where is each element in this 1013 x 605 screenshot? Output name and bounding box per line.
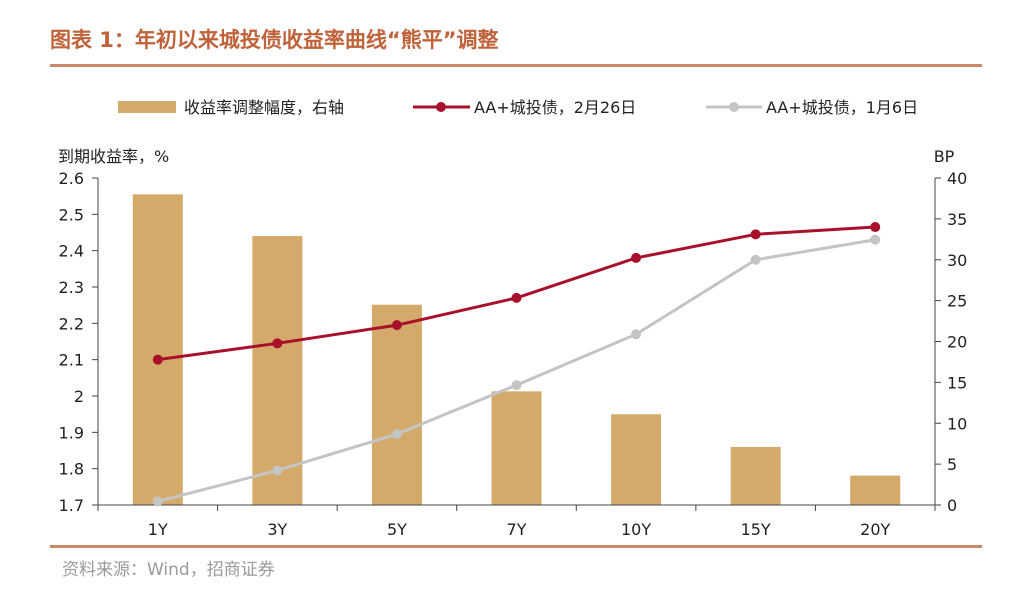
chart-title: 图表 1：年初以来城投债收益率曲线“熊平”调整 <box>50 28 499 52</box>
y-right-tick-label: 40 <box>947 169 967 188</box>
line-jan6-point-15Y <box>750 254 761 265</box>
legend-label-line-a: AA+城投债，2月26日 <box>474 98 636 117</box>
y-left-tick-label: 2.1 <box>59 351 84 370</box>
x-tick-label: 7Y <box>507 520 527 539</box>
y-left-axis-title: 到期收益率，% <box>58 147 169 166</box>
bar-1Y <box>132 194 183 505</box>
y-right-tick-label: 10 <box>947 414 967 433</box>
y-left-tick-label: 2.2 <box>59 314 84 333</box>
y-left-tick-label: 2.5 <box>59 205 84 224</box>
line-feb26-point-20Y <box>870 222 881 233</box>
title-divider <box>50 64 982 67</box>
y-right-tick-label: 35 <box>947 210 967 229</box>
line-feb26-point-15Y <box>750 229 761 240</box>
bar-5Y <box>371 304 422 505</box>
line-feb26-point-7Y <box>511 292 522 303</box>
line-jan6-point-20Y <box>870 234 881 245</box>
y-right-tick-label: 5 <box>947 455 957 474</box>
line-jan6-point-5Y <box>391 429 402 440</box>
line-feb26-point-3Y <box>272 338 283 349</box>
legend-swatch-bar <box>118 101 176 113</box>
line-jan6-point-7Y <box>511 380 522 391</box>
y-right-tick-label: 15 <box>947 373 967 392</box>
y-left-tick-label: 2.4 <box>59 242 84 261</box>
x-tick-label: 1Y <box>148 520 168 539</box>
bar-15Y <box>730 446 781 505</box>
legend-label-bar: 收益率调整幅度，右轴 <box>184 98 344 117</box>
line-feb26-point-5Y <box>391 320 402 331</box>
line-feb26-point-1Y <box>152 354 163 365</box>
bar-7Y <box>491 391 542 505</box>
y-left-tick-label: 2.3 <box>59 278 84 297</box>
bar-10Y <box>611 414 662 505</box>
y-right-axis-title: BP <box>934 147 955 166</box>
line-jan6-point-1Y <box>152 496 163 507</box>
source-divider <box>50 545 982 548</box>
y-right-tick-label: 30 <box>947 251 967 270</box>
legend-marker-line-a <box>436 102 446 112</box>
line-jan6-point-3Y <box>272 465 283 476</box>
bar-20Y <box>850 475 901 505</box>
y-left-tick-label: 1.9 <box>59 423 84 442</box>
line-feb26-point-10Y <box>631 252 642 263</box>
y-right-tick-label: 20 <box>947 333 967 352</box>
y-left-tick-label: 1.8 <box>59 460 84 479</box>
legend-label-line-b: AA+城投债，1月6日 <box>766 98 918 117</box>
x-tick-label: 3Y <box>267 520 287 539</box>
y-left-tick-label: 1.7 <box>59 496 84 515</box>
x-tick-label: 10Y <box>621 520 651 539</box>
y-left-tick-label: 2 <box>74 387 84 406</box>
x-tick-label: 20Y <box>860 520 890 539</box>
y-right-tick-label: 0 <box>947 496 957 515</box>
x-tick-label: 15Y <box>741 520 771 539</box>
y-right-tick-label: 25 <box>947 292 967 311</box>
source-note: 资料来源：Wind，招商证券 <box>62 560 275 580</box>
legend: 收益率调整幅度，右轴 AA+城投债，2月26日 AA+城投债，1月6日 <box>118 98 918 117</box>
line-jan6-point-10Y <box>631 329 642 340</box>
bar-3Y <box>252 236 303 506</box>
legend-marker-line-b <box>729 102 739 112</box>
y-left-tick-label: 2.6 <box>59 169 84 188</box>
x-tick-label: 5Y <box>387 520 407 539</box>
